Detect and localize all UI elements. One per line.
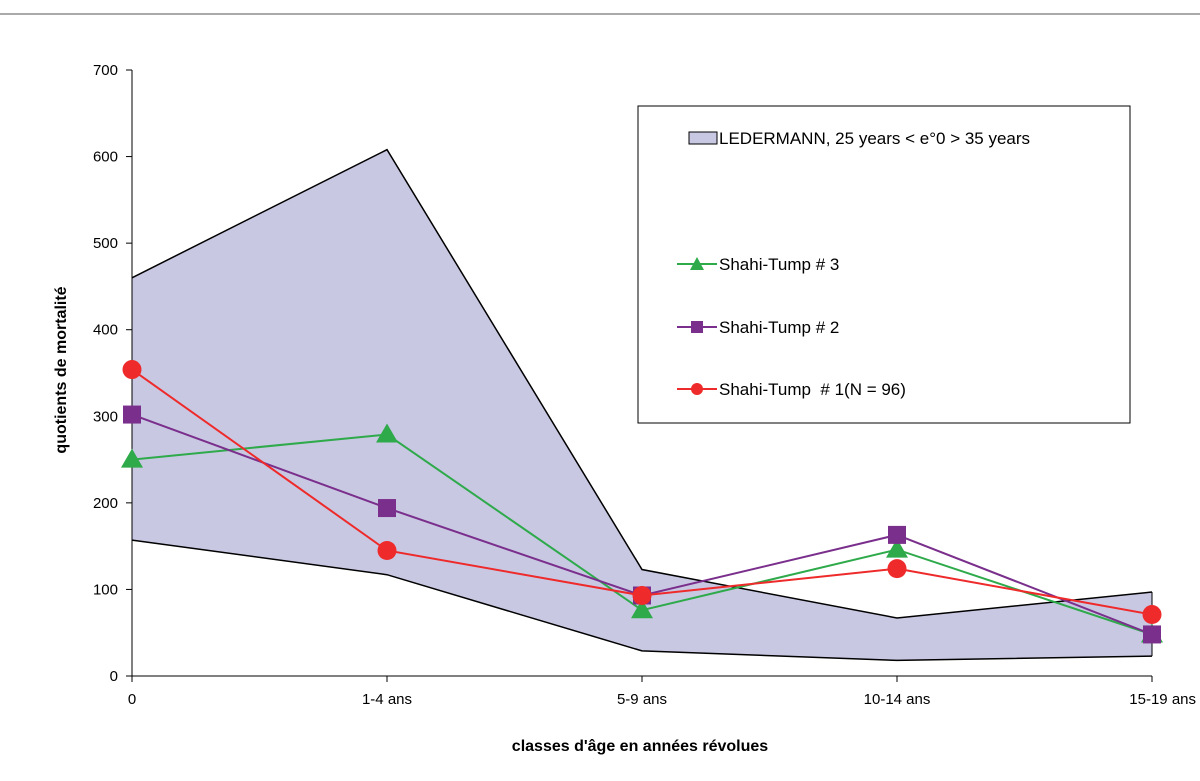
data-point-triangle [121, 448, 143, 468]
y-tick-label: 500 [93, 235, 118, 252]
y-tick-label: 100 [93, 581, 118, 598]
legend: LEDERMANN, 25 years < e°0 > 35 years Sha… [637, 105, 1131, 424]
y-axis-title: quotients de mortalité [53, 286, 70, 453]
band-lower-line [131, 539, 1153, 662]
data-point-circle [122, 360, 142, 380]
legend-label-series-2: Shahi-Tump # 2 [719, 318, 839, 337]
axis-layer: 0 100 200 300 400 500 600 700 0 1-4 ans 5-9 ans 10-… [93, 62, 1196, 708]
legend-box [637, 105, 1131, 424]
x-tick-label: 1-4 ans [362, 691, 412, 708]
data-point-square [123, 405, 141, 424]
legend-label-series-3: Shahi-Tump # 3 [719, 255, 839, 274]
y-tick-label: 0 [110, 668, 118, 685]
band-upper-line [131, 148, 1153, 619]
x-tick-label: 15-19 ans [1129, 691, 1196, 708]
data-point-circle [887, 559, 907, 579]
data-point-triangle [376, 423, 398, 443]
data-point-square [888, 525, 906, 544]
legend-label-series-1: Shahi-Tump # 1(N = 96) [719, 380, 906, 399]
data-point-square [1143, 625, 1161, 644]
x-tick-label: 10-14 ans [864, 691, 931, 708]
legend-swatch-band [688, 131, 718, 145]
x-tick-label: 5-9 ans [617, 691, 667, 708]
x-tick-label: 0 [128, 691, 136, 708]
x-axis-title: classes d'âge en années révolues [512, 738, 768, 755]
data-point-circle [632, 585, 652, 605]
band-area [132, 149, 1152, 661]
y-tick-label: 700 [93, 62, 118, 79]
legend-marker-series-1 [691, 383, 703, 395]
data-point-triangle [631, 599, 653, 619]
y-tick-label: 300 [93, 408, 118, 425]
data-point-square [378, 499, 396, 518]
legend-marker-series-3 [690, 257, 704, 270]
data-point-circle [377, 540, 397, 560]
y-tick-label: 400 [93, 322, 118, 339]
legend-label-band: LEDERMANN, 25 years < e°0 > 35 years [719, 129, 1030, 148]
y-tick-label: 200 [93, 495, 118, 512]
y-tick-label: 600 [93, 149, 118, 166]
data-point-circle [1142, 605, 1162, 625]
data-point-triangle [886, 538, 908, 558]
legend-marker-series-2 [691, 321, 703, 333]
series-layer [121, 360, 1163, 644]
